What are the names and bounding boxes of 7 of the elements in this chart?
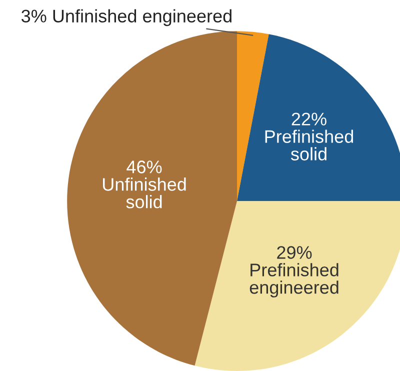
slice-label: 3% Unfinished engineered xyxy=(22,9,232,26)
data-label: 29% xyxy=(277,246,312,259)
slice-label: Unfinished solid xyxy=(103,178,186,208)
data-label: 22% xyxy=(292,112,326,126)
slice-label: Prefinished engineered xyxy=(250,263,338,298)
data-label: 46% xyxy=(126,160,162,174)
slice-label: Prefinished solid xyxy=(265,130,354,160)
